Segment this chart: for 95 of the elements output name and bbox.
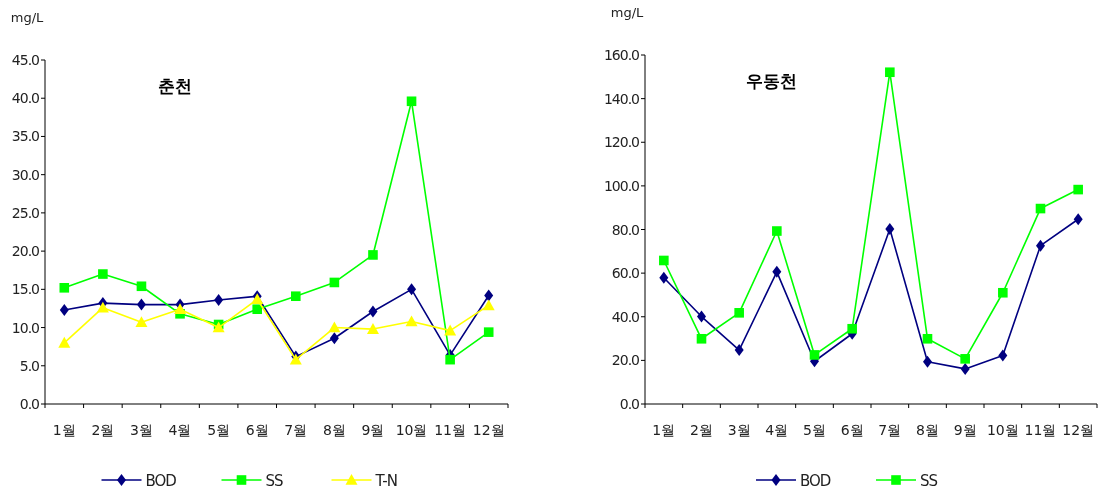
- x-tick-label: 8월: [322, 422, 346, 438]
- x-tick-label: 2월: [91, 422, 115, 438]
- y-tick-label: 40.0: [611, 308, 640, 325]
- point: [96, 301, 109, 313]
- point: [58, 336, 71, 348]
- point: [772, 226, 782, 236]
- point: [960, 362, 970, 375]
- point: [252, 304, 263, 315]
- point: [214, 294, 224, 307]
- point: [366, 323, 379, 334]
- point: [659, 255, 669, 266]
- point: [998, 287, 1008, 298]
- y-tick-label: 5.0: [19, 357, 40, 374]
- x-tick-label: 6월: [245, 422, 269, 438]
- point: [135, 316, 148, 327]
- point: [772, 265, 782, 278]
- y-tick-label: 40.0: [11, 90, 40, 107]
- point: [98, 269, 108, 279]
- y-tick-label: 35.0: [11, 128, 40, 145]
- x-tick-label: 9월: [361, 422, 385, 438]
- point: [998, 349, 1008, 362]
- y-tick-label: 25.0: [11, 204, 40, 221]
- y-tick-label: 60.0: [611, 265, 640, 282]
- x-tick-label: 3월: [130, 422, 153, 438]
- point: [290, 291, 301, 302]
- legend-label: BOD: [800, 472, 831, 490]
- point: [329, 332, 339, 345]
- x-tick-label: 7월: [284, 422, 308, 438]
- point: [407, 283, 417, 296]
- point: [484, 289, 494, 302]
- legend-label: SS: [920, 472, 938, 490]
- point: [136, 281, 147, 292]
- x-tick-label: 1월: [52, 422, 76, 438]
- y-tick-label: 0.0: [619, 396, 640, 412]
- point: [405, 315, 418, 327]
- y-tick-label: 30.0: [11, 166, 40, 183]
- y-tick-label: 140.0: [603, 90, 640, 107]
- point: [328, 321, 341, 333]
- y-tick-label: 0.0: [19, 396, 40, 412]
- point: [136, 298, 146, 311]
- point: [59, 303, 69, 316]
- x-tick-label: 5월: [207, 422, 231, 438]
- x-tick-label: 10월: [395, 422, 428, 438]
- point: [734, 344, 744, 357]
- point: [734, 308, 744, 318]
- text: 춘천: [157, 76, 192, 96]
- point: [1073, 184, 1083, 195]
- point: [368, 250, 378, 260]
- point: [406, 96, 417, 107]
- x-tick-label: 4월: [168, 422, 192, 438]
- point: [444, 324, 457, 336]
- y-tick-label: 80.0: [611, 221, 640, 238]
- x-tick-label: 12월: [472, 422, 505, 438]
- point: [922, 333, 933, 344]
- legend-label: BOD: [145, 472, 177, 490]
- x-tick-label: 11월: [434, 422, 467, 438]
- point: [368, 305, 378, 318]
- point: [885, 67, 895, 78]
- x-tick-label: 1월: [652, 422, 676, 438]
- x-tick-label: 6월: [840, 422, 864, 438]
- point: [659, 271, 669, 284]
- point: [483, 327, 494, 337]
- point: [174, 303, 187, 315]
- y-axis-title: mg/L: [10, 10, 45, 25]
- y-tick-label: 160.0: [603, 47, 640, 63]
- x-tick-label: 3월: [727, 422, 751, 438]
- x-tick-label: 10월: [986, 422, 1019, 438]
- point: [445, 354, 455, 365]
- x-tick-label: 12월: [1062, 422, 1095, 438]
- y-axis-title: mg/L: [610, 5, 645, 20]
- x-tick-label: 4월: [765, 422, 789, 438]
- y-tick-label: 15.0: [11, 281, 40, 298]
- point: [809, 350, 820, 360]
- point: [847, 323, 857, 334]
- x-tick-label: 7월: [878, 422, 902, 438]
- point: [885, 223, 895, 236]
- text: 우동천: [746, 71, 798, 91]
- legend-label: T-N: [374, 472, 397, 490]
- point: [59, 283, 70, 293]
- y-tick-label: 20.0: [611, 352, 640, 369]
- point: [960, 354, 970, 364]
- y-tick-label: 20.0: [11, 243, 40, 260]
- x-tick-label: 11월: [1024, 422, 1057, 438]
- y-tick-label: 100.0: [603, 177, 640, 194]
- x-tick-label: 9월: [953, 422, 977, 438]
- point: [1073, 213, 1083, 226]
- x-tick-label: 5월: [803, 422, 826, 438]
- x-tick-label: 8월: [916, 422, 939, 438]
- point: [482, 299, 495, 311]
- y-tick-label: 45.0: [11, 52, 40, 68]
- point: [696, 333, 707, 344]
- x-tick-label: 2월: [690, 422, 713, 438]
- y-tick-label: 120.0: [603, 134, 640, 151]
- y-tick-label: 10.0: [11, 319, 40, 336]
- legend-label: SS: [265, 472, 284, 490]
